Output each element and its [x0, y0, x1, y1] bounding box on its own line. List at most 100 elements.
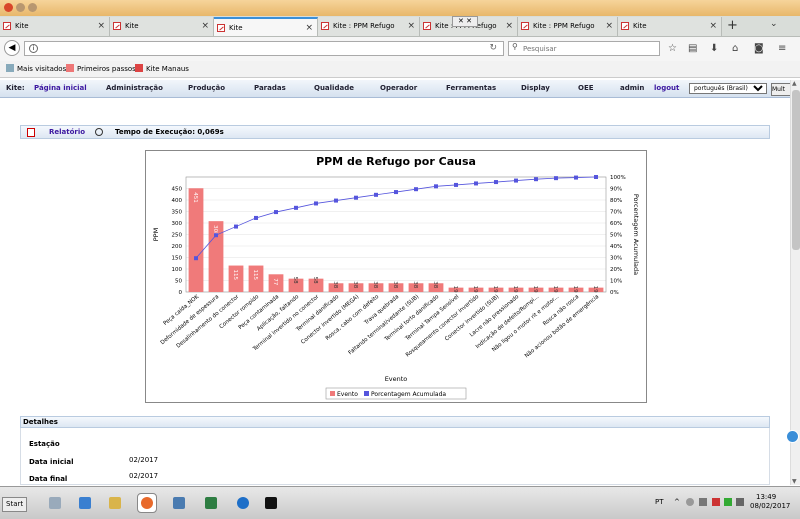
tab-3[interactable]: Kite : PPM Refugo × [318, 17, 420, 36]
tray-battery-icon[interactable] [724, 498, 732, 506]
url-bar[interactable]: i ↻ [24, 41, 504, 56]
tab-drag-indicator: ✕ ✕ [452, 16, 478, 27]
tab-label: Kite [229, 24, 243, 32]
pocket-icon[interactable]: ◙ [754, 43, 764, 54]
pdf-icon[interactable] [27, 128, 35, 137]
reload-icon[interactable]: ↻ [489, 43, 497, 53]
bar [548, 287, 564, 292]
tab-label: Kite : PPM Refugo [333, 22, 395, 30]
start-button[interactable]: Start [2, 497, 28, 512]
tray-volume-icon[interactable] [736, 498, 744, 506]
bar-value-label: 19 [512, 286, 518, 293]
excel-icon[interactable] [202, 494, 220, 512]
cumulative-point [314, 201, 318, 206]
firefox-icon[interactable] [137, 493, 157, 513]
tray-language[interactable]: PT [655, 498, 664, 506]
side-widget-icon[interactable] [786, 430, 799, 443]
scroll-up-icon[interactable]: ▲ [792, 80, 797, 87]
navigation-toolbar: ◀ i ↻ ⚲ ☆ ▤ ⬇ ⌂ ◙ ≡ [0, 37, 800, 61]
kite-favicon-icon [217, 24, 225, 32]
bar [188, 188, 204, 292]
cumulative-point [274, 210, 278, 215]
y-axis-label: PPM [152, 228, 160, 241]
y2-tick-label: 20% [610, 267, 622, 273]
teamviewer-icon[interactable] [234, 494, 252, 512]
window-close-button[interactable] [4, 3, 13, 12]
menu-home[interactable]: Página inicial [34, 84, 87, 92]
kite-favicon-icon [423, 22, 431, 30]
cumulative-point [594, 175, 598, 179]
info-icon[interactable]: i [29, 44, 38, 53]
clock-date[interactable]: 08/02/2017 [750, 502, 791, 510]
tab-0[interactable]: Kite × [0, 17, 110, 36]
menu-logout[interactable]: logout [654, 84, 680, 92]
tab-5[interactable]: Kite : PPM Refugo × [518, 17, 618, 36]
tray-update-icon[interactable] [686, 498, 694, 506]
page-scrollbar[interactable]: ▲ ▼ [790, 80, 800, 485]
file-manager-icon[interactable] [46, 494, 64, 512]
scrollbar-thumb[interactable] [792, 90, 800, 250]
new-tab-button[interactable]: + [727, 18, 738, 33]
tab-close-icon[interactable]: × [605, 21, 613, 31]
language-select[interactable]: português (Brasil) [689, 83, 767, 94]
search-input[interactable] [523, 42, 653, 55]
menu-admin[interactable]: admin [620, 84, 645, 92]
bar [228, 265, 244, 292]
cumulative-point [434, 184, 438, 189]
star-icon[interactable]: ☆ [668, 43, 677, 54]
menu-quality[interactable]: Qualidade [314, 84, 354, 92]
tab-1[interactable]: Kite × [110, 17, 214, 36]
menu-operator[interactable]: Operador [380, 84, 418, 92]
tab-close-icon[interactable]: × [407, 21, 415, 31]
tray-chevron-icon[interactable]: ^ [674, 498, 680, 506]
scroll-down-icon[interactable]: ▼ [792, 478, 797, 485]
bar-value-label: 38 [332, 281, 338, 288]
y-tick-label: 350 [172, 210, 183, 216]
kite-favicon-icon [3, 22, 11, 30]
bar-value-label: 19 [552, 286, 558, 293]
tab-label: Kite [633, 22, 647, 30]
menu-icon[interactable]: ≡ [778, 43, 787, 54]
terminal-icon[interactable] [262, 494, 280, 512]
window-maximize-button[interactable] [28, 3, 37, 12]
menu-display[interactable]: Display [521, 84, 550, 92]
pinned-app-icon[interactable] [76, 494, 94, 512]
database-icon[interactable] [170, 494, 188, 512]
tab-close-icon[interactable]: × [305, 23, 313, 33]
tab-2[interactable]: Kite × [214, 17, 318, 36]
bar-value-label: 115 [232, 270, 238, 281]
bar-value-label: 19 [592, 286, 598, 293]
tab-6[interactable]: Kite × [618, 17, 722, 36]
report-link[interactable]: Relatório [49, 128, 86, 136]
y-tick-label: 450 [172, 187, 183, 193]
bar-value-label: 19 [492, 286, 498, 293]
tab-close-icon[interactable]: × [97, 21, 105, 31]
tab-close-icon[interactable]: × [201, 21, 209, 31]
legend-label: Porcentagem Acumulada [371, 391, 446, 398]
menu-stops[interactable]: Paradas [254, 84, 286, 92]
library-icon[interactable]: ▤ [688, 43, 698, 54]
bookmark-most-visited[interactable]: Mais visitados [6, 64, 66, 73]
tab-close-icon[interactable]: × [709, 21, 717, 31]
menu-production[interactable]: Produção [188, 84, 226, 92]
explorer-icon[interactable] [106, 494, 124, 512]
back-button[interactable]: ◀ [4, 40, 20, 56]
window-minimize-button[interactable] [16, 3, 25, 12]
tray-alert-icon[interactable] [712, 498, 720, 506]
search-bar[interactable]: ⚲ [508, 41, 660, 56]
kite-favicon-icon [521, 22, 529, 30]
bookmark-getting-started[interactable]: Primeiros passos [66, 64, 136, 73]
tab-list-chevron-icon[interactable]: ⌄ [770, 19, 778, 29]
bar-value-label: 19 [572, 286, 578, 293]
menu-oee[interactable]: OEE [578, 84, 594, 92]
menu-tools[interactable]: Ferramentas [446, 84, 497, 92]
download-icon[interactable]: ⬇ [710, 43, 719, 54]
clock-time[interactable]: 13:49 [756, 493, 777, 501]
bar [308, 278, 324, 292]
tray-network-icon[interactable] [699, 498, 707, 506]
menu-administration[interactable]: Administração [106, 84, 163, 92]
bookmark-kite-manaus[interactable]: Kite Manaus [135, 64, 189, 73]
home-icon[interactable]: ⌂ [732, 43, 739, 54]
bar [588, 287, 604, 292]
tab-close-icon[interactable]: × [505, 21, 513, 31]
